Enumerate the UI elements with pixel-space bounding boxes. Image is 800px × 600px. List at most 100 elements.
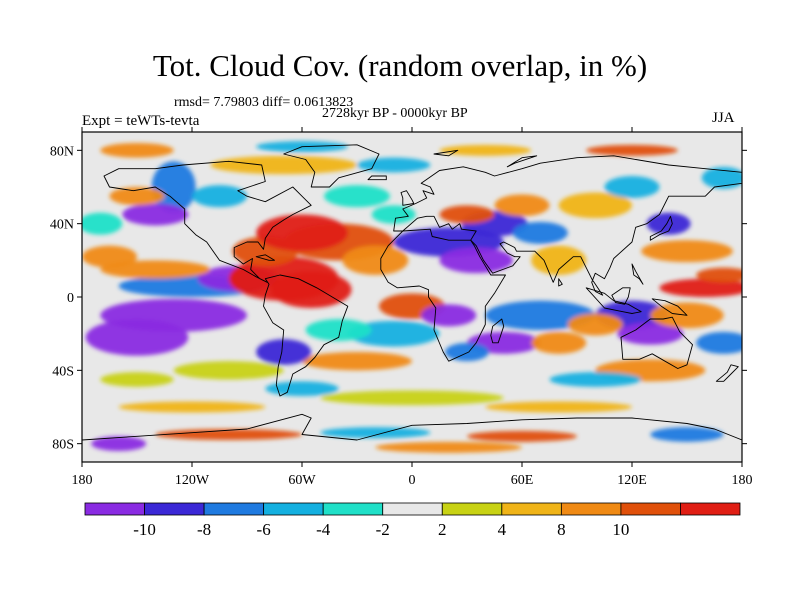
field-blobs bbox=[82, 141, 742, 453]
anomaly-region bbox=[192, 185, 247, 208]
anomaly-region bbox=[100, 372, 174, 387]
anomaly-region bbox=[302, 352, 412, 371]
colorbar-label: 8 bbox=[557, 520, 566, 539]
coastline-iceland bbox=[367, 175, 387, 181]
anomaly-region bbox=[494, 194, 550, 217]
anomaly-region bbox=[439, 144, 532, 156]
coastline-africa bbox=[380, 228, 506, 362]
anomaly-region bbox=[320, 427, 431, 439]
lat-label: 80S bbox=[52, 438, 74, 453]
colorbar-label: -10 bbox=[133, 520, 156, 539]
coastline-philippines bbox=[631, 263, 644, 285]
anomaly-region bbox=[109, 187, 165, 206]
colorbar-swatch bbox=[441, 502, 503, 516]
anomaly-region bbox=[375, 441, 522, 453]
colorbar-swatch bbox=[203, 502, 265, 516]
colorbar-label: -2 bbox=[376, 520, 390, 539]
anomaly-region bbox=[512, 221, 568, 244]
anomaly-region bbox=[531, 245, 587, 275]
lat-label: 0 bbox=[67, 291, 74, 306]
lon-label: 60W bbox=[288, 473, 316, 488]
plot-title: Tot. Cloud Cov. (random overlap, in %) bbox=[152, 48, 648, 83]
coastline-south-america bbox=[263, 274, 349, 397]
anomaly-region bbox=[342, 245, 409, 275]
colorbar-swatch bbox=[620, 502, 681, 516]
anomaly-region bbox=[270, 271, 352, 308]
coastline-sri-lanka bbox=[558, 278, 563, 287]
anomaly-region bbox=[696, 267, 742, 283]
coastline-british-isles bbox=[400, 190, 415, 206]
lon-label: 0 bbox=[409, 473, 416, 488]
anomaly-region bbox=[567, 313, 623, 336]
anomaly-region bbox=[347, 320, 440, 347]
longitude-axis: 180 120W 60W 0 60E 120E 180 bbox=[72, 127, 753, 488]
colorbar-swatch bbox=[560, 502, 622, 516]
anomaly-region bbox=[558, 192, 632, 219]
anomaly-region bbox=[210, 155, 357, 175]
cloud-cover-field bbox=[82, 132, 742, 462]
rmsd-diff-stats: rmsd= 7.79803 diff= 0.0613823 bbox=[174, 95, 354, 110]
lat-label: 80N bbox=[50, 144, 74, 159]
anomaly-region bbox=[659, 278, 742, 297]
coastline-indonesia bbox=[585, 287, 642, 314]
coastline-novaya-zemlya bbox=[506, 155, 538, 168]
colorbar-swatch bbox=[322, 502, 384, 516]
colorbar-label: -4 bbox=[316, 520, 331, 539]
anomaly-region bbox=[646, 212, 691, 235]
anomaly-region bbox=[371, 205, 416, 224]
anomaly-region bbox=[256, 339, 312, 365]
anomaly-region bbox=[100, 260, 211, 279]
anomaly-region bbox=[531, 331, 587, 354]
anomaly-region bbox=[617, 322, 684, 345]
anomaly-region bbox=[586, 144, 678, 156]
anomaly-region bbox=[91, 436, 147, 451]
lat-label: 40N bbox=[50, 218, 74, 233]
anomaly-region bbox=[641, 240, 733, 263]
latitude-axis: 80N 40N 0 40S 80S bbox=[50, 144, 747, 453]
anomaly-region bbox=[439, 247, 513, 274]
anomaly-region bbox=[100, 143, 174, 158]
experiment-label: Expt = teWTs-tevta bbox=[82, 113, 200, 129]
anomaly-region bbox=[421, 304, 477, 327]
colorbar-swatch bbox=[501, 502, 562, 516]
anomaly-region bbox=[118, 401, 266, 413]
anomaly-region bbox=[604, 176, 660, 198]
anomaly-region bbox=[696, 331, 742, 354]
anomaly-region bbox=[485, 300, 596, 331]
coastline-madagascar bbox=[490, 318, 505, 344]
anomaly-region bbox=[173, 361, 284, 380]
coastline-svalbard bbox=[433, 149, 459, 157]
anomaly-region bbox=[305, 319, 372, 341]
coastlines bbox=[82, 144, 742, 462]
lon-label: 180 bbox=[72, 473, 93, 488]
coastline-new-guinea bbox=[651, 298, 688, 316]
coastline-borneo bbox=[611, 287, 631, 305]
colorbar-swatch bbox=[382, 502, 443, 516]
coastline-japan bbox=[649, 215, 673, 241]
coastline-eurasia bbox=[393, 155, 742, 296]
coastline-antarctica bbox=[82, 413, 742, 462]
coastline-new-zealand bbox=[715, 364, 739, 382]
anomaly-region bbox=[467, 430, 577, 442]
anomaly-region bbox=[85, 319, 189, 356]
colorbar-swatch bbox=[84, 502, 145, 516]
anomaly-region bbox=[256, 214, 348, 252]
anomaly-region bbox=[155, 429, 302, 440]
anomaly-region bbox=[701, 166, 742, 189]
anomaly-region bbox=[151, 161, 196, 213]
anomaly-region bbox=[650, 427, 724, 442]
colorbar-swatch bbox=[144, 502, 205, 516]
anomaly-region bbox=[439, 205, 495, 224]
lon-label: 180 bbox=[732, 473, 753, 488]
colorbar-label: 10 bbox=[612, 520, 629, 539]
lon-label: 60E bbox=[511, 473, 534, 488]
colorbar-swatch bbox=[680, 502, 741, 516]
anomaly-region bbox=[445, 342, 489, 362]
anomaly-region bbox=[549, 372, 642, 387]
anomaly-region bbox=[485, 401, 632, 413]
colorbar: -10 -8 -6 -4 -2 2 4 8 10 bbox=[84, 502, 741, 539]
coastline-north-america bbox=[103, 160, 312, 283]
lon-label: 120E bbox=[617, 473, 647, 488]
lon-label: 120W bbox=[175, 473, 210, 488]
